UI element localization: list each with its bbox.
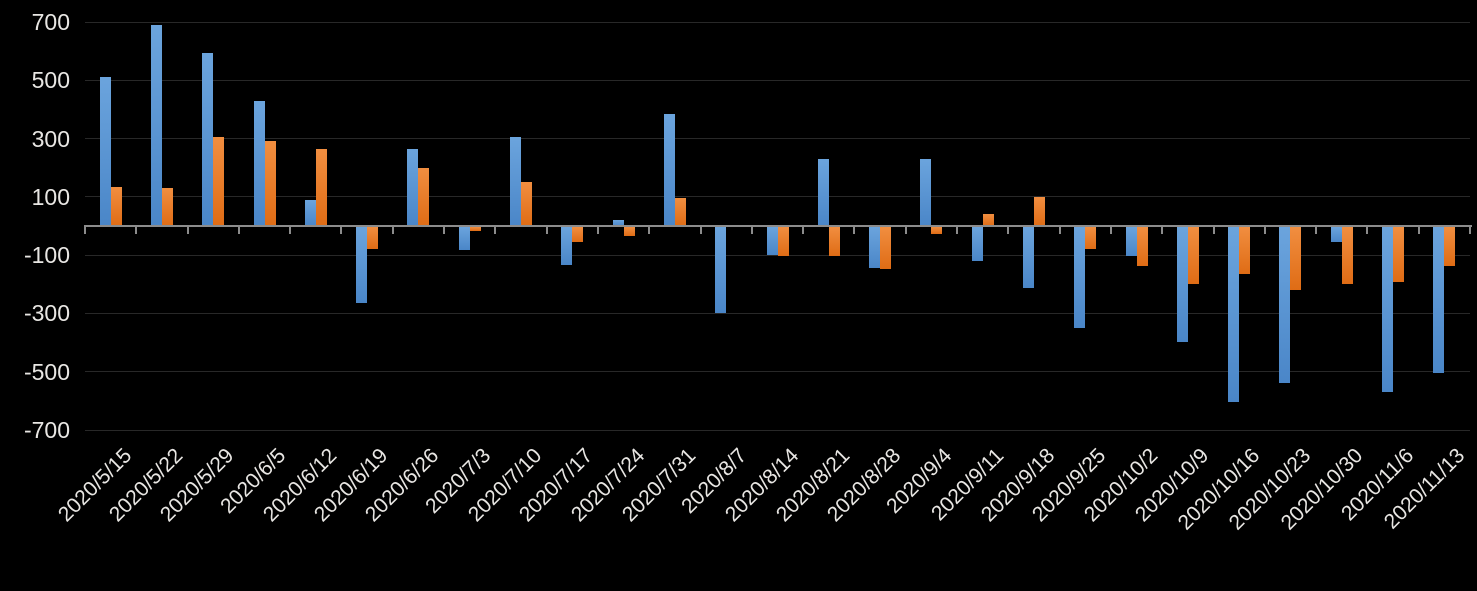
x-axis-tick — [391, 225, 394, 234]
bar-blue-2020/7/24 — [612, 220, 624, 226]
bar-blue-2020/11/6 — [1382, 227, 1394, 392]
bar-blue-2020/6/5 — [253, 100, 265, 226]
bar-orange-2020/10/9 — [1187, 227, 1199, 284]
y-axis-tick-label: -700 — [23, 417, 70, 443]
bar-blue-2020/8/7 — [715, 227, 727, 313]
bar-orange-2020/10/16 — [1239, 227, 1251, 274]
bar-blue-2020/5/15 — [99, 77, 111, 226]
x-axis-tick — [494, 225, 497, 234]
bar-orange-2020/9/18 — [1033, 196, 1045, 226]
bar-blue-2020/10/16 — [1228, 227, 1240, 402]
bar-blue-2020/10/9 — [1176, 227, 1188, 343]
bar-orange-2020/11/13 — [1444, 227, 1456, 267]
y-axis-tick-label: -100 — [23, 242, 70, 269]
bar-orange-2020/10/23 — [1290, 227, 1302, 290]
bar-orange-2020/6/19 — [367, 227, 379, 249]
y-axis-tick-label: -500 — [23, 358, 70, 385]
bar-blue-2020/8/28 — [869, 227, 881, 268]
x-axis-tick — [750, 225, 753, 234]
x-axis-tick — [802, 225, 805, 234]
bar-orange-2020/9/11 — [982, 214, 994, 226]
bar-blue-2020/8/14 — [766, 227, 778, 255]
x-axis-tick — [237, 225, 240, 234]
bar-orange-2020/10/2 — [1136, 227, 1148, 267]
bar-orange-2020/5/22 — [161, 188, 173, 226]
bar-orange-2020/7/10 — [521, 182, 533, 226]
x-axis-tick — [596, 225, 599, 234]
y-axis-tick-label: 100 — [31, 183, 70, 210]
bar-blue-2020/9/4 — [920, 158, 932, 226]
x-axis-tick — [135, 225, 138, 234]
y-axis-tick-label: 300 — [31, 125, 70, 152]
x-axis-tick — [1315, 225, 1318, 234]
bar-orange-2020/6/26 — [418, 167, 430, 226]
bar-orange-2020/6/12 — [315, 148, 327, 226]
x-axis-tick — [340, 225, 343, 234]
bar-blue-2020/9/18 — [1022, 227, 1034, 289]
bar-orange-2020/7/31 — [674, 198, 686, 226]
bar-blue-2020/11/13 — [1433, 227, 1445, 373]
x-axis-tick — [1007, 225, 1010, 234]
x-axis-tick — [648, 225, 651, 234]
bar-blue-2020/6/19 — [356, 227, 368, 303]
bar-blue-2020/8/21 — [817, 158, 829, 226]
bar-blue-2020/6/26 — [407, 148, 419, 226]
x-axis-tick — [956, 225, 959, 234]
bar-orange-2020/11/6 — [1393, 227, 1405, 283]
x-axis-tick — [1161, 225, 1164, 234]
x-axis-tick — [1417, 225, 1420, 234]
x-axis-tick — [443, 225, 446, 234]
bar-orange-2020/7/3 — [469, 227, 481, 232]
bar-blue-2020/7/3 — [458, 227, 470, 251]
x-axis-tick — [289, 225, 292, 234]
gridline — [85, 371, 1470, 373]
gridline — [85, 312, 1470, 314]
bar-orange-2020/5/29 — [213, 137, 225, 226]
bar-orange-2020/5/15 — [110, 186, 122, 226]
x-axis-tick — [1366, 225, 1369, 234]
bar-orange-2020/9/25 — [1085, 227, 1097, 249]
x-axis-tick — [904, 225, 907, 234]
y-axis-tick-label: -300 — [23, 300, 70, 327]
bar-blue-2020/7/17 — [561, 227, 573, 265]
gridline — [85, 138, 1470, 140]
bar-blue-2020/7/10 — [510, 137, 522, 226]
bar-blue-2020/10/30 — [1330, 227, 1342, 242]
y-axis-tick-label: 700 — [31, 9, 70, 35]
bar-orange-2020/8/14 — [777, 227, 789, 257]
x-axis-tick — [1263, 225, 1266, 234]
bar-blue-2020/9/25 — [1074, 227, 1086, 328]
y-axis-tick-label: 500 — [31, 67, 70, 94]
x-axis-tick — [699, 225, 702, 234]
x-axis-tick — [1212, 225, 1215, 234]
x-axis-tick — [853, 225, 856, 234]
gridline — [85, 429, 1470, 431]
bar-blue-2020/10/23 — [1279, 227, 1291, 383]
bar-blue-2020/5/29 — [202, 52, 214, 226]
gridline — [85, 196, 1470, 198]
bar-blue-2020/7/31 — [663, 113, 675, 226]
gridline — [85, 21, 1470, 23]
bar-orange-2020/7/17 — [572, 227, 584, 242]
bar-orange-2020/10/30 — [1341, 227, 1353, 284]
bar-orange-2020/9/4 — [931, 227, 943, 235]
x-axis-tick — [84, 225, 86, 234]
x-axis-line — [85, 225, 1472, 227]
bar-blue-2020/6/12 — [304, 199, 316, 226]
x-axis-tick — [186, 225, 189, 234]
x-axis-tick — [545, 225, 548, 234]
bar-orange-2020/7/24 — [623, 227, 635, 236]
bar-orange-2020/8/21 — [828, 227, 840, 257]
gridline — [85, 79, 1470, 81]
bar-blue-2020/9/11 — [971, 227, 983, 261]
x-axis-tick — [1469, 225, 1471, 234]
x-axis-tick — [1058, 225, 1061, 234]
bar-blue-2020/5/22 — [150, 24, 162, 226]
bar-orange-2020/6/5 — [264, 141, 276, 226]
bar-blue-2020/10/2 — [1125, 227, 1137, 257]
bar-orange-2020/8/28 — [880, 227, 892, 270]
x-axis-tick — [1109, 225, 1112, 234]
